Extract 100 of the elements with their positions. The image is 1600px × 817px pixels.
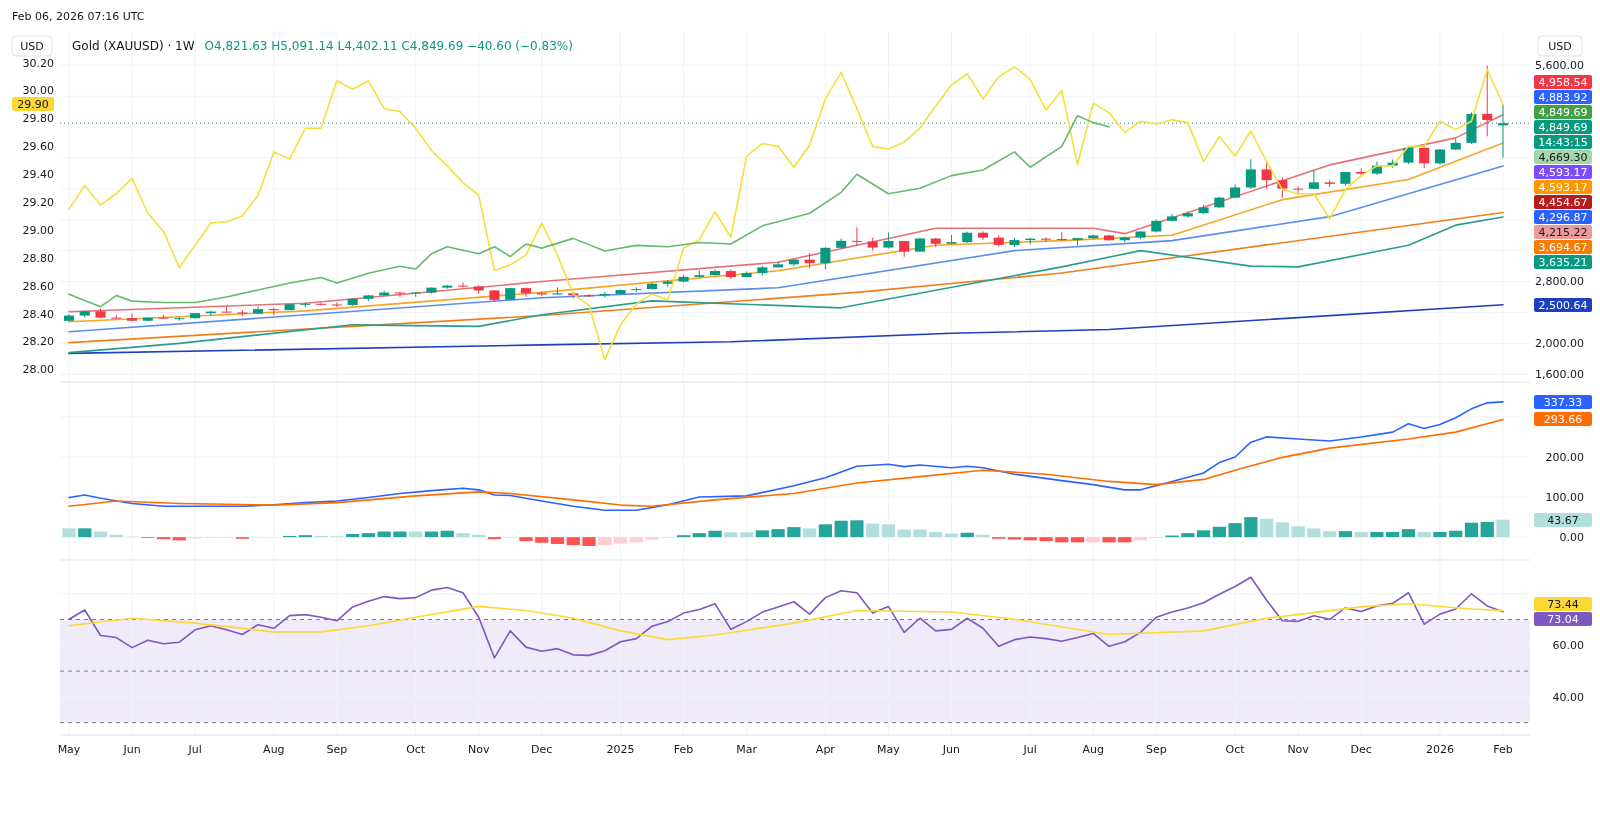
bar (456, 533, 470, 538)
y2-tick-label: 30.20 (22, 56, 54, 70)
x-tick-label: Feb (1493, 743, 1513, 756)
candlestick (583, 293, 595, 298)
text: 2,500.64 (1538, 298, 1588, 312)
bar (834, 520, 848, 538)
bar (1133, 537, 1148, 541)
y2-tick-label: 29.20 (22, 195, 54, 209)
candlestick (552, 286, 563, 296)
bar (1496, 519, 1510, 538)
bar (1055, 537, 1069, 543)
candlestick (1419, 145, 1430, 169)
x-tick-label: Aug (1082, 743, 1105, 756)
text: 43.67 (1547, 513, 1579, 527)
text: 4,296.87 (1538, 210, 1588, 224)
text: 4,669.30 (1538, 150, 1588, 164)
y2-tick-label: 28.20 (22, 335, 54, 349)
bar (1354, 531, 1368, 538)
y2-tick-label: 28.40 (22, 307, 54, 321)
x-tick-label: Feb (673, 743, 694, 756)
line-series (68, 603, 1504, 641)
line-series (68, 165, 1504, 333)
bar (1244, 517, 1258, 538)
x-tick-label: 2026 (1425, 743, 1454, 756)
bar (361, 533, 376, 538)
candlestick (394, 291, 405, 298)
y-tick-label: 100.00 (1545, 490, 1584, 504)
candlestick (331, 302, 342, 308)
y2-tick-label: 29.40 (22, 168, 54, 182)
candlestick (457, 281, 468, 289)
bar (298, 535, 312, 538)
bar (1338, 531, 1353, 538)
bar (787, 527, 801, 538)
text: 293.66 (1543, 412, 1583, 426)
x-tick-label: Mar (736, 743, 758, 756)
bar (519, 537, 533, 542)
x-tick-label: Oct (1225, 743, 1246, 756)
text: 4,958.54 (1538, 75, 1588, 89)
line-series (68, 576, 1504, 659)
y-tick-label: 60.00 (1552, 639, 1584, 653)
y-tick-label: 5,600.00 (1535, 59, 1584, 73)
bar (913, 529, 927, 538)
text: 4,849.69 (1538, 105, 1588, 119)
y2-tick-label: 30.00 (22, 84, 54, 98)
x-tick-label: Nov (467, 743, 490, 756)
candlestick (410, 291, 421, 298)
bar (645, 537, 659, 540)
text: 4,883.92 (1538, 90, 1588, 104)
bar (881, 524, 896, 538)
x-tick-label: Dec (531, 743, 553, 756)
text: 4,215.22 (1538, 225, 1588, 239)
x-tick-label: Nov (1287, 743, 1310, 756)
bar (803, 528, 817, 538)
x-tick-label: May (877, 743, 901, 756)
bar (739, 532, 754, 538)
y2-tick-label: 29.80 (22, 112, 54, 126)
bar (960, 532, 974, 538)
bar (818, 524, 833, 538)
bar (1464, 522, 1479, 538)
bar (393, 531, 407, 538)
bar (1181, 533, 1195, 538)
y2-axis-title: USD (20, 40, 44, 53)
x-tick-label: Sep (1145, 743, 1167, 756)
bar (1307, 528, 1321, 538)
line-series (68, 66, 1504, 361)
line-series (68, 303, 1504, 355)
bar (1291, 526, 1305, 538)
bar (1228, 523, 1242, 538)
line-series (68, 142, 1504, 323)
y-tick-label: 0.00 (1559, 531, 1584, 544)
candlestick (268, 307, 279, 316)
x-tick-label: Oct (406, 743, 426, 756)
bar (1023, 537, 1037, 541)
y2-tick-label: 28.80 (22, 251, 54, 265)
bar (692, 533, 706, 538)
bar (850, 520, 864, 538)
bar (866, 523, 880, 538)
x-tick-label: Apr (815, 743, 836, 756)
bar (550, 537, 565, 544)
bar (613, 537, 628, 544)
y2-tick-label: 29.60 (22, 140, 54, 154)
text: 73.04 (1547, 612, 1579, 626)
x-tick-label: Dec (1350, 743, 1372, 756)
y2-tick-label: 28.00 (22, 363, 54, 377)
bar (1449, 530, 1463, 538)
line-series (68, 113, 1504, 313)
candlestick (316, 302, 327, 306)
bar (1417, 531, 1431, 538)
candlestick (1482, 65, 1493, 137)
y-tick-label: 200.00 (1545, 450, 1584, 464)
text: 14:43:15 (1538, 135, 1588, 149)
bar (1323, 531, 1337, 538)
line-series (68, 418, 1504, 508)
y-tick-label: 40.00 (1552, 690, 1584, 704)
text: 337.33 (1543, 395, 1583, 409)
bar (1196, 530, 1211, 538)
text: 3,694.67 (1538, 240, 1588, 254)
bar (1275, 522, 1289, 538)
text: 4,593.17 (1538, 165, 1588, 179)
bar (1212, 526, 1226, 538)
